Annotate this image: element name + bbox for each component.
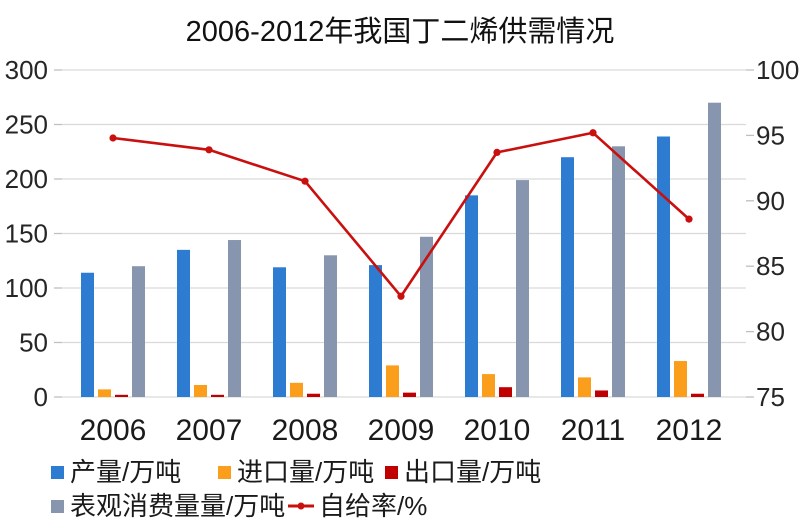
bar-exports-2011 bbox=[595, 390, 608, 397]
line-marker-2011 bbox=[589, 129, 597, 137]
line-marker-2008 bbox=[301, 177, 309, 185]
bar-imports-2012 bbox=[674, 361, 687, 397]
x-axis-label-2008: 2008 bbox=[272, 414, 339, 447]
bar-imports-2011 bbox=[578, 377, 591, 397]
line-marker-2007 bbox=[205, 146, 213, 154]
legend-item-production: 产量/万吨 bbox=[51, 458, 181, 487]
right-axis-tick-label: 75 bbox=[756, 382, 785, 412]
bar-production-2006 bbox=[81, 272, 94, 397]
x-axis-label-2012: 2012 bbox=[656, 414, 723, 447]
bar-production-2010 bbox=[465, 195, 478, 397]
right-axis-tick-label: 90 bbox=[756, 186, 785, 216]
left-axis-tick-label: 250 bbox=[5, 110, 48, 140]
x-axis-label-2010: 2010 bbox=[464, 414, 531, 447]
bar-exports-2008 bbox=[307, 393, 320, 397]
bar-consumption-2006 bbox=[132, 266, 145, 397]
left-axis-tick-label: 300 bbox=[5, 55, 48, 85]
production-legend-swatch bbox=[51, 465, 64, 479]
bar-production-2008 bbox=[273, 267, 286, 397]
imports-legend-swatch bbox=[218, 465, 231, 479]
legend-label-imports: 进口量/万吨 bbox=[237, 457, 375, 487]
legend-label-self-sufficiency: 自给率/% bbox=[319, 491, 428, 521]
exports-legend-swatch bbox=[385, 465, 398, 479]
line-marker-2010 bbox=[493, 148, 501, 157]
right-axis-tick-label: 95 bbox=[756, 120, 785, 150]
line-marker-2012 bbox=[685, 215, 693, 223]
legend-label-exports: 出口量/万吨 bbox=[404, 457, 542, 487]
bar-imports-2007 bbox=[194, 385, 207, 397]
bar-imports-2010 bbox=[482, 374, 495, 397]
legend-label-consumption: 表观消费量量/万吨 bbox=[70, 491, 286, 521]
bar-consumption-2008 bbox=[324, 255, 337, 397]
legend-item-exports: 出口量/万吨 bbox=[385, 458, 541, 487]
left-axis-tick-label: 150 bbox=[5, 219, 48, 249]
left-axis-tick-label: 100 bbox=[5, 273, 48, 303]
right-axis-tick-label: 100 bbox=[756, 55, 799, 85]
bar-production-2009 bbox=[369, 265, 382, 397]
bar-exports-2010 bbox=[499, 387, 512, 397]
legend: 产量/万吨 进口量/万吨 出口量/万吨 表观消费量量/万吨 自给率/% bbox=[0, 452, 800, 532]
chart-title: 2006-2012年我国丁二烯供需情况 bbox=[185, 16, 615, 48]
legend-label-production: 产量/万吨 bbox=[70, 457, 182, 487]
bar-exports-2012 bbox=[691, 393, 704, 397]
left-axis-tick-label: 200 bbox=[5, 164, 48, 194]
bar-production-2011 bbox=[561, 157, 574, 397]
legend-item-self-sufficiency: 自给率/% bbox=[288, 492, 427, 521]
right-axis-tick-label: 80 bbox=[756, 317, 785, 347]
bar-imports-2008 bbox=[290, 382, 303, 397]
bar-consumption-2007 bbox=[228, 240, 241, 397]
bar-exports-2009 bbox=[403, 392, 416, 397]
x-axis-label-2011: 2011 bbox=[561, 414, 626, 447]
self-sufficiency-line bbox=[112, 131, 690, 298]
bar-consumption-2010 bbox=[516, 180, 529, 397]
line-marker-2006 bbox=[109, 134, 117, 142]
left-axis-tick-label: 0 bbox=[34, 382, 48, 412]
bar-consumption-2009 bbox=[420, 236, 433, 397]
right-axis-tick-label: 85 bbox=[756, 251, 785, 281]
x-axis-label-2006: 2006 bbox=[80, 414, 147, 447]
x-axis-label-2009: 2009 bbox=[368, 414, 435, 447]
line-series-legend-marker-icon bbox=[288, 502, 314, 510]
bar-production-2012 bbox=[657, 136, 670, 397]
legend-item-consumption: 表观消费量量/万吨 bbox=[51, 492, 285, 521]
consumption-legend-swatch bbox=[51, 499, 64, 513]
bar-imports-2009 bbox=[386, 365, 399, 397]
left-axis-tick-label: 50 bbox=[19, 328, 48, 358]
bar-imports-2006 bbox=[98, 389, 111, 397]
bar-production-2007 bbox=[177, 249, 190, 397]
line-marker-2009 bbox=[397, 292, 405, 300]
x-axis-label-2007: 2007 bbox=[176, 414, 243, 447]
legend-item-imports: 进口量/万吨 bbox=[218, 458, 374, 487]
bar-exports-2006 bbox=[115, 394, 128, 397]
bar-exports-2007 bbox=[211, 394, 224, 397]
bar-consumption-2012 bbox=[708, 102, 721, 397]
bar-consumption-2011 bbox=[612, 146, 625, 397]
chart-svg: 0 50 100 150 200 250 300 75 80 85 90 95 100 2006 2007 2… bbox=[5, 55, 800, 447]
